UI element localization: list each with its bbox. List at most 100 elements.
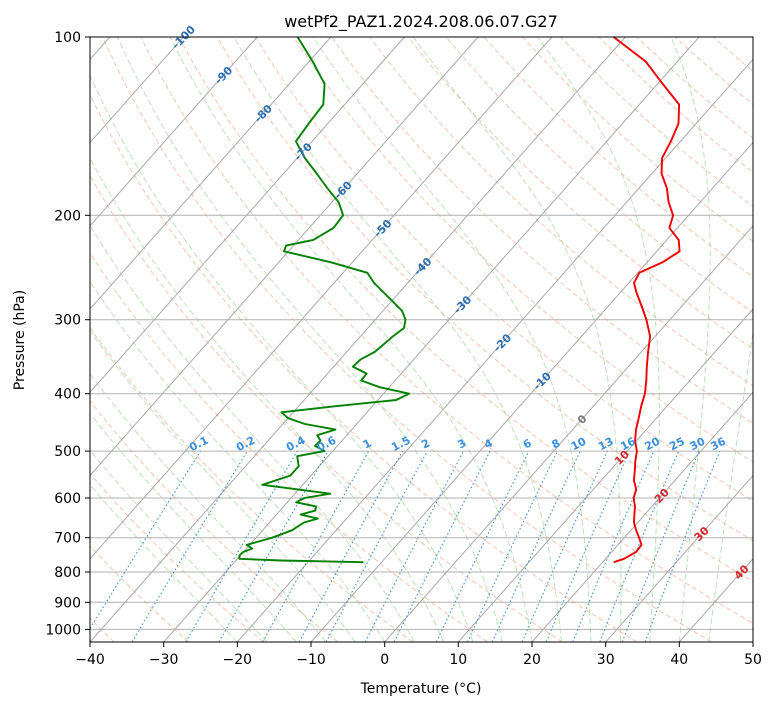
dry-adiabat <box>331 37 753 425</box>
mixing-ratio-label: 30 <box>688 435 708 454</box>
y-tick-label: 400 <box>54 387 81 403</box>
mixing-ratio-line <box>435 450 530 642</box>
isotherm-line <box>90 37 626 642</box>
y-tick-label: 700 <box>54 531 81 547</box>
moist-adiabat <box>537 37 660 642</box>
x-tick-label: 20 <box>523 652 541 668</box>
dry-adiabat <box>90 472 264 642</box>
moist-adiabat <box>412 37 622 642</box>
mixing-ratio-line <box>90 450 201 630</box>
mixing-ratio-line <box>298 450 403 642</box>
isotherm-line <box>90 37 184 144</box>
y-axis-label: Pressure (hPa) <box>12 290 28 390</box>
moist-adiabat <box>90 74 474 642</box>
x-tick-label: 40 <box>670 652 688 668</box>
x-tick-label: 50 <box>744 652 762 668</box>
temperature-profile-line <box>613 37 681 564</box>
moist-adiabat <box>708 329 753 642</box>
isotherm-line <box>90 37 332 310</box>
mixing-ratio-line <box>545 450 631 642</box>
mixing-ratio-line <box>393 450 491 642</box>
moist-adiabat <box>90 412 297 642</box>
dewpoint-profile-line <box>238 37 411 564</box>
moist-adiabat <box>90 157 445 642</box>
y-tick-label: 100 <box>54 30 81 46</box>
mixing-ratio-label: 20 <box>643 435 663 454</box>
mixing-ratio-label: 2 <box>419 436 432 451</box>
x-tick-label: 0 <box>380 652 389 668</box>
moist-adiabat <box>90 224 415 642</box>
moist-adiabat <box>90 280 386 642</box>
moist-adiabat <box>117 37 503 642</box>
mixing-ratio-line <box>491 450 581 642</box>
isotherm-line <box>90 37 553 560</box>
mixing-ratio-label: 10 <box>569 435 589 454</box>
dry-adiabat <box>90 326 414 642</box>
mixing-ratio-label: 4 <box>482 436 495 451</box>
dry-adiabat <box>751 37 753 40</box>
mixing-ratio-label: 36 <box>708 435 728 454</box>
isotherm-line <box>457 308 753 642</box>
x-tick-label: −20 <box>223 652 253 668</box>
mixing-ratio-line <box>218 450 329 642</box>
dry-adiabat <box>598 37 753 173</box>
dry-adiabat <box>140 37 753 624</box>
x-tick-label: −10 <box>296 652 326 668</box>
y-tick-label: 800 <box>54 565 81 581</box>
isotherm-line <box>90 37 405 394</box>
dry-adiabat <box>90 545 190 642</box>
isotherm-line <box>90 37 479 477</box>
isotherm-line <box>236 58 753 642</box>
mixing-ratio-line <box>364 450 464 642</box>
line-labels: 0.1 0.2 0.4 0.6 1 1.5 2 3 4 6 8 10 13 16 20 25 30 36-100-… <box>169 23 751 583</box>
moist-adiabat <box>90 329 356 642</box>
moist-adiabat <box>670 37 711 642</box>
mixing-ratio-label: 6 <box>521 436 534 451</box>
mixing-ratio-line <box>621 450 700 642</box>
moist-adiabat <box>169 37 533 642</box>
dry-adiabat <box>102 37 712 642</box>
isotherm-line <box>163 37 700 642</box>
mixing-ratio-line <box>131 450 248 642</box>
moist-adiabat <box>233 37 562 642</box>
x-tick-label: −40 <box>75 652 105 668</box>
plot-frame <box>89 36 754 643</box>
y-tick-label: 900 <box>54 595 81 611</box>
y-tick-label: 500 <box>54 444 81 460</box>
mixing-ratio-label: 13 <box>596 435 616 454</box>
mixing-ratio-line <box>521 450 609 642</box>
chart-title: wetPf2_PAZ1.2024.208.06.07.G27 <box>284 12 558 32</box>
mixing-ratio-line <box>466 450 558 642</box>
dry-adiabat <box>712 37 753 72</box>
moist-adiabat <box>90 373 327 642</box>
isotherm-line <box>605 474 753 642</box>
dry-adiabat <box>483 37 753 278</box>
y-tick-label: 600 <box>54 491 81 507</box>
y-axis: 100 200 300 400 500 600 700 800 900 1000 <box>45 30 90 638</box>
y-tick-label: 300 <box>54 313 81 329</box>
y-tick-label: 200 <box>54 208 81 224</box>
dry-adiabat <box>293 37 753 463</box>
dry-adiabat <box>178 37 753 583</box>
isotherm-line <box>310 141 753 642</box>
moist-adiabat <box>312 37 592 642</box>
dry-adiabat <box>522 37 753 243</box>
dry-adiabat <box>674 37 753 106</box>
moist-adiabat <box>90 484 238 642</box>
moist-adiabat <box>90 449 268 642</box>
dry-adiabat <box>90 252 488 642</box>
isotherm-line <box>531 391 753 642</box>
x-axis-label: Temperature (°C) <box>360 681 482 697</box>
isotherm-line <box>752 641 753 642</box>
x-tick-label: 10 <box>449 652 467 668</box>
dry-adiabat <box>216 37 753 542</box>
dry-adiabat <box>90 400 339 642</box>
dry-adiabat <box>90 93 638 642</box>
mixing-ratio-label: 16 <box>618 435 638 454</box>
mixing-ratio-line <box>644 450 721 642</box>
chart-background <box>90 37 753 642</box>
isotherm-line <box>678 557 753 642</box>
x-tick-label: −30 <box>149 652 179 668</box>
mixing-ratio-label: 25 <box>667 435 687 454</box>
